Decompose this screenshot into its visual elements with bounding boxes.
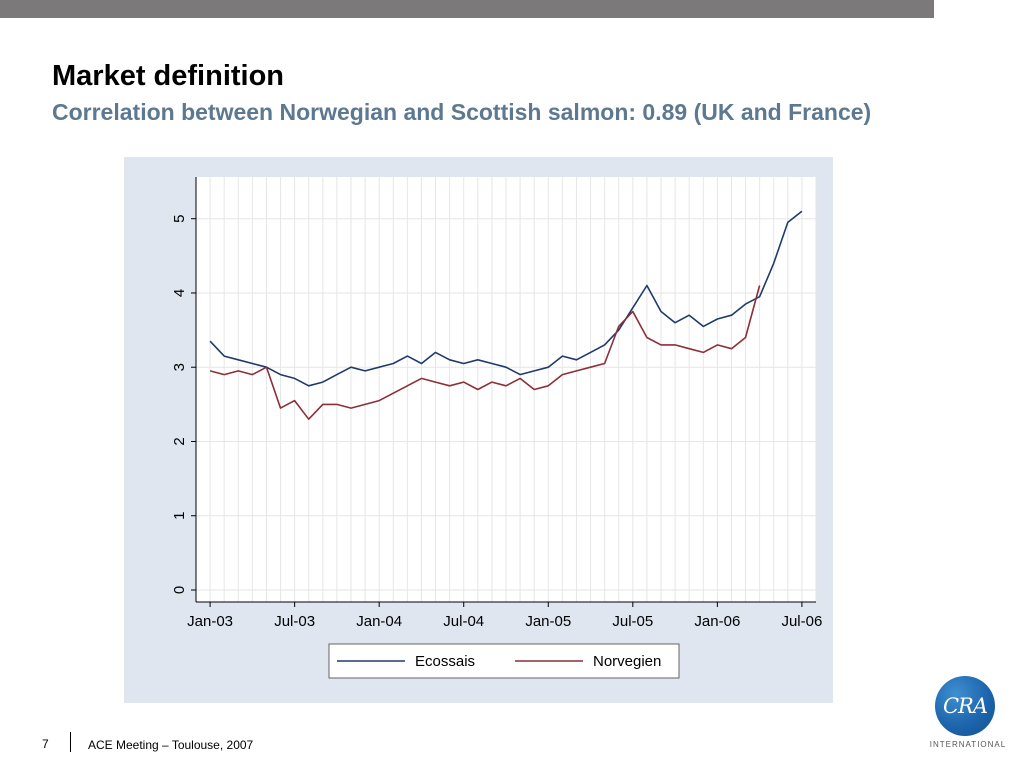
axes: 0 1 2 3 4 5 Jan-03 Jul-03 Jan-04 Jul-04 Jan-05 Jul-… (171, 177, 822, 630)
x-tick-label: Jan-05 (525, 613, 571, 630)
x-tick-label: Jul-03 (274, 613, 315, 630)
y-tick-label: 0 (171, 586, 188, 594)
y-tick-label: 3 (171, 363, 188, 371)
legend-label-norvegien: Norvegien (593, 653, 661, 670)
series-line-ecossais (209, 210, 803, 387)
line-chart: 0 1 2 3 4 5 Jan-03 Jul-03 Jan-04 Jul-04 Jan-05 Jul-… (124, 157, 833, 703)
cra-logo-mark: CRA (935, 676, 995, 736)
footer-text: ACE Meeting – Toulouse, 2007 (88, 738, 254, 752)
page-number: 7 (42, 737, 49, 751)
x-tick-label: Jan-03 (187, 613, 233, 630)
y-tick-label: 2 (171, 437, 188, 445)
top-bar (0, 0, 934, 18)
footer-divider (70, 732, 71, 752)
x-tick-label: Jul-05 (612, 613, 653, 630)
series-lines (209, 210, 803, 421)
x-tick-label: Jan-06 (694, 613, 740, 630)
grid-lines (195, 177, 817, 602)
series-line-norvegien (209, 285, 761, 421)
slide-title: Market definition (52, 60, 285, 92)
y-tick-label: 4 (171, 289, 188, 297)
cra-logo: CRA INTERNATIONAL (916, 676, 1014, 754)
y-tick-label: 5 (171, 215, 188, 223)
slide-subtitle: Correlation between Norwegian and Scotti… (52, 99, 872, 125)
x-tick-label: Jul-06 (781, 613, 822, 630)
legend-label-ecossais: Ecossais (415, 653, 475, 670)
legend: Ecossais Norvegien (328, 643, 680, 679)
x-tick-label: Jan-04 (356, 613, 402, 630)
cra-logo-text: INTERNATIONAL (929, 740, 1007, 749)
y-tick-label: 1 (171, 512, 188, 520)
x-tick-label: Jul-04 (443, 613, 484, 630)
